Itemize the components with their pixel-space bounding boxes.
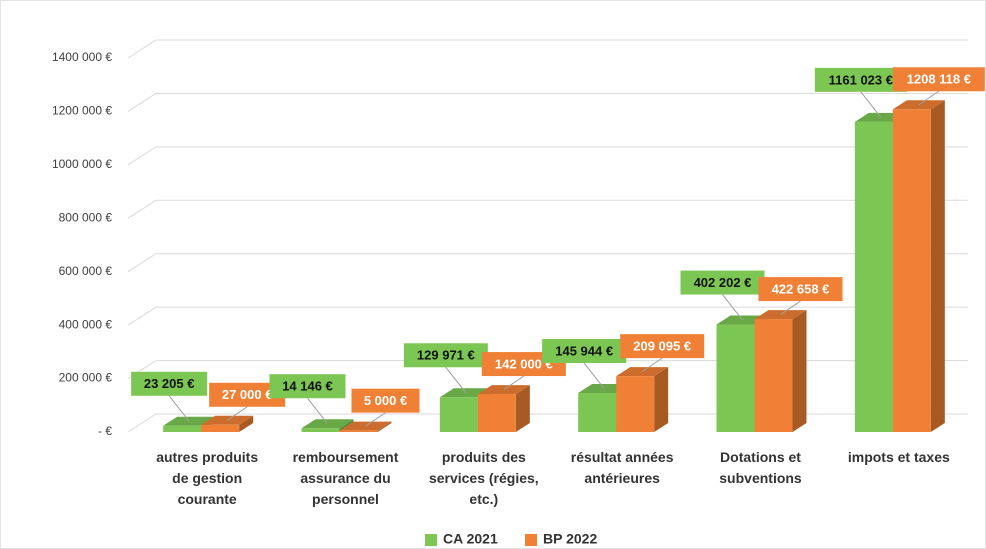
bar-front <box>616 376 655 432</box>
label-box <box>758 277 843 302</box>
label-leader <box>365 412 386 427</box>
bar-front <box>716 324 755 432</box>
grid-line <box>127 39 968 59</box>
data-label: 23 205 € <box>144 376 195 391</box>
label-leader <box>641 357 663 373</box>
grid-line <box>127 306 968 326</box>
bar-side <box>377 421 392 432</box>
legend-label: BP 2022 <box>543 531 597 547</box>
bar <box>477 385 530 432</box>
label-box <box>620 334 705 359</box>
data-label: 5 000 € <box>364 393 407 408</box>
label-leader <box>583 362 605 389</box>
label-box <box>892 67 985 92</box>
label-box <box>269 374 346 399</box>
bar-front <box>754 319 793 432</box>
data-label: 27 000 € <box>222 387 273 402</box>
x-tick-label: produits des services (régies, etc.) <box>429 449 539 507</box>
bar-front <box>477 394 516 432</box>
bar <box>616 367 669 432</box>
y-tick-label: 1400 000 € <box>52 50 112 64</box>
grid-line <box>127 146 968 166</box>
data-label: 129 971 € <box>417 348 475 363</box>
bar-side <box>792 310 807 432</box>
y-tick-label: 600 000 € <box>59 264 113 278</box>
x-tick-label: impots et taxes <box>848 449 950 465</box>
x-tick-label: Dotations et subventions <box>719 449 802 486</box>
label-box <box>403 343 488 368</box>
x-tick-label: résultat années antérieures <box>571 449 674 486</box>
label-leader <box>168 395 190 422</box>
bar-top <box>477 385 530 395</box>
data-label: 209 095 € <box>633 339 691 354</box>
bar-front <box>439 397 478 432</box>
label-leader <box>226 406 248 421</box>
data-label: 14 146 € <box>282 379 333 394</box>
label-box <box>351 388 420 413</box>
label-leader <box>307 397 328 425</box>
grid-line <box>127 92 968 112</box>
y-tick-label: 400 000 € <box>59 317 113 331</box>
label-leader <box>722 294 743 321</box>
bar-side <box>654 367 669 432</box>
data-label: 422 658 € <box>772 282 830 297</box>
bar-front <box>163 425 202 432</box>
data-label: 1208 118 € <box>907 72 971 87</box>
bar-side <box>515 385 530 432</box>
grid-line <box>127 253 968 273</box>
bar-side <box>239 415 254 432</box>
bar-side <box>930 100 945 433</box>
legend-label: CA 2021 <box>443 531 498 547</box>
data-label: 142 000 € <box>495 357 553 372</box>
legend-swatch <box>425 534 437 546</box>
legend-swatch <box>525 534 537 546</box>
label-box <box>542 339 627 364</box>
bar-front <box>578 393 617 432</box>
bar-front <box>201 424 240 432</box>
grid-line <box>127 413 968 433</box>
bar <box>892 100 945 433</box>
label-leader <box>503 375 525 390</box>
bar-front <box>854 121 893 432</box>
label-leader <box>445 366 467 394</box>
x-tick-label: remboursement assurance du personnel <box>293 449 399 507</box>
y-tick-label: 1200 000 € <box>52 104 112 118</box>
bar-front <box>301 428 340 432</box>
grid-line <box>127 199 968 219</box>
y-tick-label: 1000 000 € <box>52 157 112 171</box>
bar-front <box>892 109 931 433</box>
y-tick-label: 800 000 € <box>59 210 113 224</box>
y-tick-label: - € <box>98 424 112 438</box>
x-tick-label: autres produits de gestion courante <box>156 449 258 507</box>
bar <box>754 310 807 432</box>
label-box <box>131 371 208 396</box>
label-box <box>680 270 765 295</box>
label-box <box>814 67 907 92</box>
data-label: 402 202 € <box>694 275 752 290</box>
data-label: 1161 023 € <box>829 72 893 87</box>
label-leader <box>780 300 801 316</box>
data-label: 145 944 € <box>555 343 613 358</box>
label-leader <box>860 91 882 118</box>
bar-front <box>339 430 378 432</box>
label-leader <box>918 90 940 106</box>
y-tick-label: 200 000 € <box>59 371 113 385</box>
